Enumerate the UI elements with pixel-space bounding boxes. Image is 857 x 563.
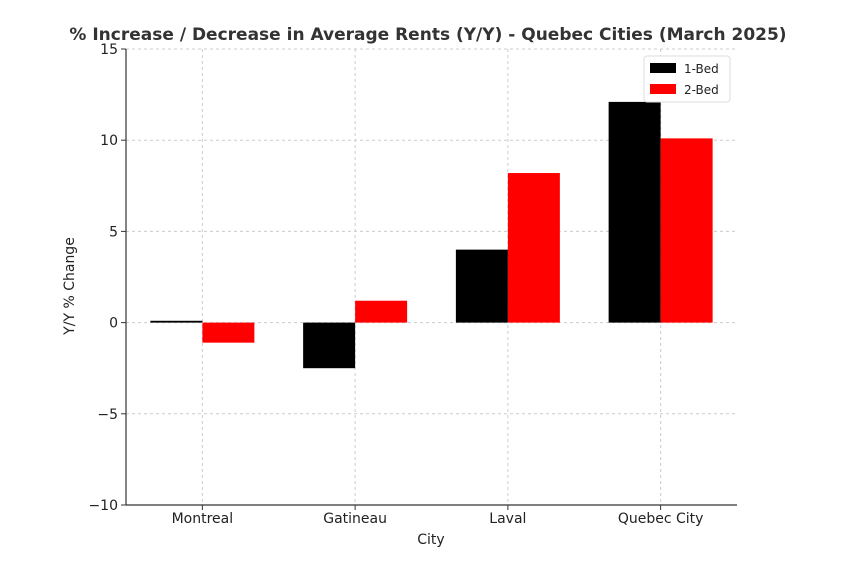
- bar-1-bed-laval: [455, 249, 508, 323]
- bar-1-bed-quebec-city: [608, 101, 661, 323]
- bar-1-bed-montreal: [150, 320, 203, 323]
- chart-title: % Increase / Decrease in Average Rents (…: [69, 25, 786, 45]
- x-tick-label: Gatineau: [323, 511, 387, 527]
- y-tick-label: 0: [109, 316, 118, 332]
- x-tick-label: Montreal: [172, 511, 234, 527]
- bars: [150, 101, 713, 369]
- y-tick-label: 10: [100, 133, 118, 149]
- x-tick-label: Quebec City: [618, 511, 704, 527]
- legend-swatch: [650, 84, 676, 94]
- legend-label: 1-Bed: [684, 62, 719, 76]
- y-tick-label: −10: [88, 498, 118, 514]
- bar-2-bed-montreal: [202, 322, 255, 343]
- y-axis-label: Y/Y % Change: [62, 237, 78, 336]
- legend: 1-Bed 2-Bed: [643, 55, 731, 103]
- x-axis-label: City: [417, 532, 444, 548]
- x-tick-label: Laval: [489, 511, 526, 527]
- bar-2-bed-laval: [507, 173, 560, 323]
- bar-2-bed-gatineau: [355, 300, 408, 323]
- y-tick-label: −5: [97, 407, 118, 423]
- bar-1-bed-gatineau: [303, 322, 356, 369]
- y-tick-label: 5: [109, 224, 118, 240]
- y-tick-label: 15: [100, 42, 118, 58]
- bar-2-bed-quebec-city: [660, 138, 713, 323]
- tick-labels: −10 −5 0 5 10 15 Montreal Gatineau Laval Quebec C…: [88, 42, 703, 527]
- axes: [121, 48, 737, 510]
- legend-label: 2-Bed: [684, 83, 719, 97]
- legend-swatch: [650, 63, 676, 73]
